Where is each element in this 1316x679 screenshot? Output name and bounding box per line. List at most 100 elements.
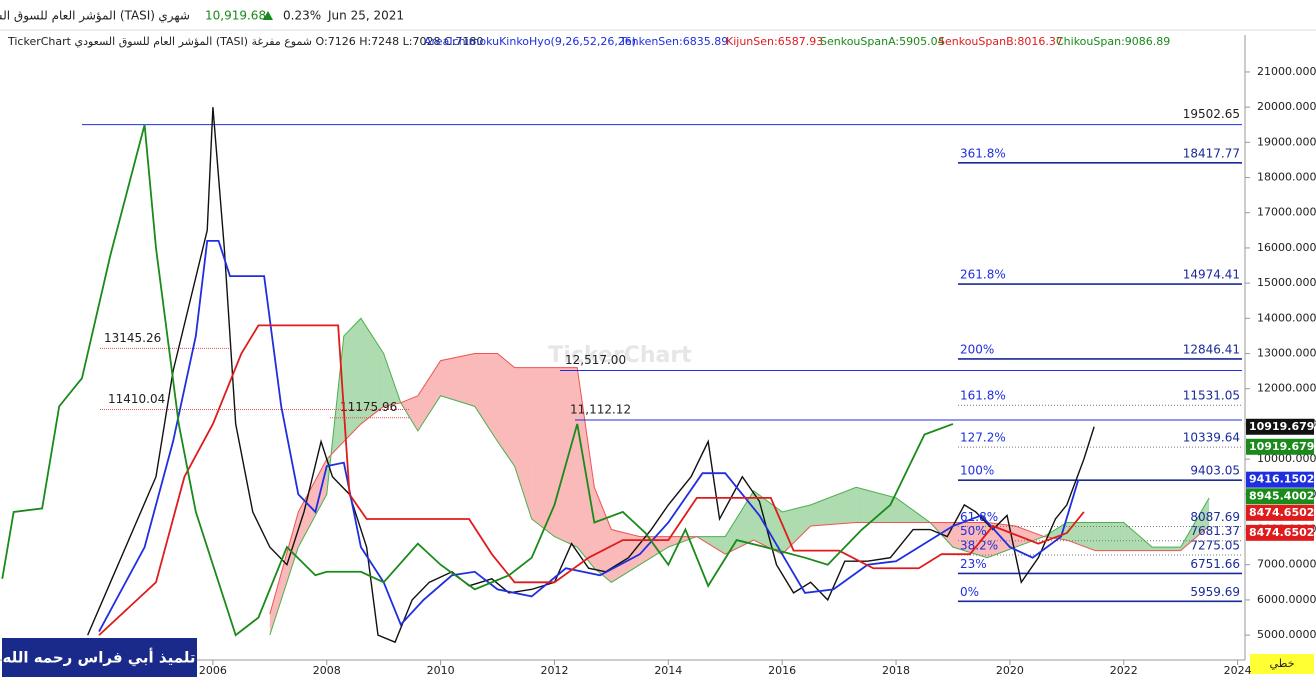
span-a-label: SenkouSpanA:5905.04 — [820, 35, 945, 48]
kijun-label: KijunSen:6587.93 — [726, 35, 823, 48]
tenkan-label: TenkenSen:6835.89 — [619, 35, 728, 48]
cloud-segment — [639, 536, 669, 565]
cloud-segment — [1123, 522, 1153, 551]
y-tick-label: 7000.0000 — [1257, 558, 1316, 571]
price-tag — [1246, 504, 1314, 521]
y-tick-label: 19000.0000 — [1257, 135, 1316, 148]
price-tag-label: 10919.6797 — [1249, 420, 1316, 433]
price-tag — [1246, 471, 1314, 488]
cloud-segment — [856, 487, 897, 523]
fib-value: 7681.37 — [1190, 524, 1240, 538]
cloud-segment — [554, 367, 578, 548]
price-tag-label: 8474.6502 — [1249, 526, 1314, 539]
cloud-segment — [594, 487, 612, 583]
fib-value: 9403.05 — [1190, 464, 1240, 478]
fib-value: 8087.69 — [1190, 510, 1240, 524]
annotation-label: 13145.26 — [104, 331, 161, 345]
annotation-label: 12,517.00 — [565, 353, 626, 367]
fib-percent: 361.8% — [960, 146, 1006, 160]
header-change: 0.23% — [283, 9, 321, 23]
fib-value: 18417.77 — [1183, 146, 1240, 160]
annotation-label: 11175.96 — [340, 400, 397, 414]
cloud-segment — [400, 395, 418, 431]
x-tick-label: 2020 — [996, 664, 1024, 677]
fib-value: 6751.66 — [1190, 557, 1240, 571]
header-price: 10,919.68 — [205, 9, 266, 23]
annotation-label: 11,112.12 — [570, 402, 631, 416]
price-tag — [1246, 418, 1314, 435]
cloud-segment — [577, 367, 595, 569]
y-tick-label: 6000.0000 — [1257, 593, 1316, 606]
header-period: شهري — [158, 9, 190, 24]
line-type[interactable]: خطي — [1270, 657, 1295, 670]
x-tick-label: 2012 — [540, 664, 568, 677]
y-tick-label: 5000.0000 — [1257, 628, 1316, 641]
watermark: TickerChart — [548, 343, 692, 368]
y-tick-label: 10000.0000 — [1257, 452, 1316, 465]
price-tag — [1246, 524, 1314, 541]
fib-value: 10339.64 — [1183, 431, 1240, 445]
cloud-segment — [531, 367, 555, 537]
cloud-segment — [725, 490, 754, 555]
cloud-segment — [952, 522, 988, 558]
fib-percent: 38.2% — [960, 539, 998, 553]
annotation-label: 19502.65 — [1183, 107, 1240, 121]
cloud-segment — [514, 367, 532, 519]
cloud-segment — [1015, 526, 1045, 548]
y-tick-label: 20000.0000 — [1257, 100, 1316, 113]
price-tag-label: 9416.1502 — [1249, 473, 1314, 486]
fib-percent: 0% — [960, 585, 979, 599]
cloud-segment — [360, 318, 384, 424]
cloud-segment — [1066, 522, 1096, 551]
fib-percent: 50% — [960, 524, 987, 538]
series-line — [1, 124, 954, 637]
series-line — [98, 240, 1080, 633]
up-arrow — [263, 11, 273, 20]
y-tick-label: 16000.0000 — [1257, 241, 1316, 254]
price-tag-label: 10919.6797 — [1249, 440, 1316, 453]
price-tag-label: 8474.6502 — [1249, 506, 1314, 519]
x-tick-label: 2006 — [199, 664, 227, 677]
fib-percent: 161.8% — [960, 389, 1006, 403]
indicator-name: AreaIchimokuKinkoHyo(9,26,52,26,26) — [424, 35, 636, 48]
x-tick-label: 2014 — [654, 664, 682, 677]
chikou-label: ChikouSpan:9086.89 — [1056, 35, 1170, 48]
y-tick-label: 15000.0000 — [1257, 276, 1316, 289]
y-tick-label: 14000.0000 — [1257, 311, 1316, 324]
price-tag-label: 8945.4002 — [1249, 489, 1314, 502]
x-tick-label: 2022 — [1110, 664, 1138, 677]
y-tick-label: 17000.0000 — [1257, 206, 1316, 219]
fib-percent: 261.8% — [960, 268, 1006, 282]
annotation-label: 11410.04 — [108, 392, 165, 406]
cloud-segment — [269, 511, 299, 636]
fib-percent: 127.2% — [960, 431, 1006, 445]
y-tick-label: 21000.0000 — [1257, 65, 1316, 78]
x-tick-label: 2016 — [768, 664, 796, 677]
cloud-segment — [1152, 547, 1181, 551]
fib-value: 14974.41 — [1183, 268, 1240, 282]
y-tick-label: 18000.0000 — [1257, 171, 1316, 184]
cloud-edge — [269, 353, 1210, 615]
line-type-box[interactable] — [1250, 654, 1314, 674]
x-tick-label: 2008 — [313, 664, 341, 677]
fib-percent: 200% — [960, 342, 994, 356]
y-tick-label: 13000.0000 — [1257, 347, 1316, 360]
series-line — [98, 324, 1085, 636]
plot-area: 19502.65 12,517.00 11,112.12 13145.26 11410.… — [1, 107, 1242, 644]
cloud-segment — [474, 353, 498, 442]
x-tick-label: 2010 — [427, 664, 455, 677]
cloud-segment — [497, 353, 515, 467]
info-bar: TickerChart المؤشر العام للسوق السعودي (… — [7, 35, 1170, 48]
x-tick-label: 2018 — [882, 664, 910, 677]
cloud-segment — [440, 353, 475, 407]
price-tag — [1246, 438, 1314, 455]
cloud-segment — [417, 360, 441, 431]
fib-percent: 100% — [960, 464, 994, 478]
header-name: المؤشر العام للسوق السعودي (TASI) — [0, 9, 155, 24]
footer-label: تلميذ أبي فراس رحمه الله — [2, 648, 195, 667]
y-tick-label: 12000.0000 — [1257, 382, 1316, 395]
fib-percent: 23% — [960, 557, 987, 571]
footer-box — [2, 638, 197, 677]
